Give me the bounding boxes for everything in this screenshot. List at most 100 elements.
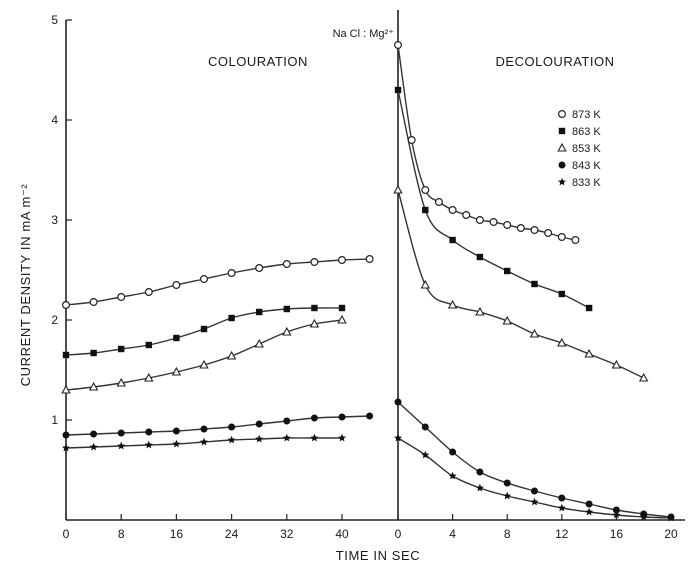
point-colouration-853k-5	[199, 359, 209, 369]
point-colouration-853k-4-shape	[171, 366, 182, 376]
legend-label-873k: 873 K	[572, 109, 601, 121]
point-decolouration-873k-10	[530, 226, 539, 235]
point-colouration-843k-8-shape	[283, 417, 291, 425]
point-decolouration-863k-2-shape	[449, 236, 456, 244]
point-colouration-853k-5-shape	[199, 359, 209, 369]
legend-marker-853k	[557, 142, 567, 152]
point-colouration-843k-7-shape	[255, 420, 263, 428]
point-colouration-853k-7-shape	[254, 338, 264, 348]
point-decolouration-873k-7-shape	[489, 218, 498, 227]
point-colouration-853k-6-shape	[226, 350, 237, 360]
point-decolouration-873k-4-shape	[448, 206, 457, 215]
point-decolouration-873k-1-shape	[407, 136, 416, 145]
point-colouration-833k-3	[144, 440, 153, 449]
legend-marker-833k	[558, 177, 566, 186]
point-decolouration-853k-4	[502, 315, 512, 325]
point-decolouration-853k-1-shape	[420, 279, 431, 289]
point-decolouration-843k-5-shape	[531, 487, 538, 495]
point-colouration-843k-0-shape	[62, 431, 70, 439]
point-decolouration-853k-3-shape	[475, 306, 485, 316]
point-decolouration-833k-5-shape	[530, 497, 539, 506]
point-colouration-873k-0-shape	[61, 301, 70, 310]
y-tick-label-1: 1	[51, 413, 58, 427]
data-points	[61, 40, 675, 522]
point-colouration-873k-7	[255, 264, 264, 273]
point-decolouration-873k-3	[434, 198, 443, 207]
point-decolouration-853k-6-shape	[557, 337, 567, 347]
point-decolouration-843k-3	[476, 468, 484, 476]
point-colouration-863k-10-shape	[338, 304, 346, 312]
point-decolouration-843k-4	[503, 479, 511, 487]
point-decolouration-863k-5	[531, 280, 538, 288]
point-colouration-863k-5	[200, 325, 208, 333]
point-colouration-843k-1-shape	[90, 430, 98, 438]
point-decolouration-833k-5	[530, 497, 539, 506]
point-colouration-863k-4	[173, 334, 180, 342]
point-colouration-853k-7	[254, 338, 264, 348]
point-colouration-843k-9-shape	[310, 414, 318, 422]
point-decolouration-843k-7	[585, 500, 593, 508]
point-decolouration-863k-7-shape	[585, 304, 593, 312]
tick-marks	[65, 19, 672, 520]
x-tick-label-decolouration-0: 0	[395, 527, 402, 541]
point-colouration-843k-9	[310, 414, 318, 422]
point-decolouration-853k-8-shape	[611, 359, 622, 369]
point-decolouration-873k-0	[394, 40, 403, 49]
point-decolouration-843k-6	[558, 494, 566, 502]
y-tick-label-3: 3	[51, 213, 58, 227]
axes	[65, 10, 685, 521]
legend-marker-843k	[558, 161, 566, 169]
x-tick-label-colouration-32: 32	[280, 527, 294, 541]
point-decolouration-833k-4	[503, 491, 512, 500]
point-colouration-873k-0	[61, 301, 70, 310]
point-colouration-853k-9	[309, 318, 320, 328]
curve-decolouration-833k	[397, 437, 672, 519]
point-colouration-843k-3-shape	[145, 428, 153, 436]
point-colouration-853k-6	[226, 350, 237, 360]
point-decolouration-863k-3	[476, 253, 484, 261]
point-colouration-853k-8-shape	[282, 326, 292, 336]
x-tick-label-colouration-40: 40	[335, 527, 349, 541]
legend-marker-863k	[558, 127, 566, 135]
point-colouration-863k-9-shape	[311, 304, 318, 312]
point-colouration-863k-9	[311, 304, 318, 312]
point-colouration-853k-9-shape	[309, 318, 320, 328]
point-colouration-863k-0	[62, 351, 70, 359]
point-colouration-863k-7	[256, 308, 263, 316]
point-decolouration-873k-5-shape	[462, 211, 471, 220]
point-decolouration-833k-1-shape	[421, 450, 430, 459]
panel-title-decolouration: DECOLOURATION	[496, 54, 615, 69]
curve-decolouration-853k	[397, 189, 645, 379]
x-tick-label-decolouration-16: 16	[610, 527, 624, 541]
point-decolouration-863k-4-shape	[504, 267, 511, 275]
point-colouration-863k-7-shape	[256, 308, 263, 316]
point-colouration-863k-3	[145, 341, 152, 349]
point-decolouration-873k-2-shape	[421, 186, 430, 195]
point-colouration-843k-6-shape	[228, 423, 236, 431]
curve-colouration-873k	[65, 258, 370, 306]
y-tick-label-4: 4	[51, 113, 58, 127]
point-colouration-853k-10	[337, 314, 347, 324]
point-colouration-853k-8	[282, 326, 292, 336]
point-decolouration-853k-5	[529, 328, 540, 338]
y-axis-title: CURRENT DENSITY IN mA m⁻²	[18, 184, 33, 387]
point-colouration-833k-0-shape	[62, 443, 70, 452]
point-decolouration-843k-4-shape	[503, 479, 511, 487]
y-tick-label-5: 5	[51, 13, 58, 27]
point-decolouration-833k-9-shape	[639, 512, 648, 521]
point-decolouration-853k-0-shape	[393, 184, 403, 194]
point-colouration-873k-6-shape	[227, 269, 236, 278]
point-decolouration-873k-13	[571, 236, 580, 245]
point-colouration-863k-2	[118, 345, 125, 353]
point-colouration-843k-2	[117, 429, 125, 437]
point-colouration-853k-2-shape	[116, 377, 126, 387]
point-colouration-833k-2	[117, 441, 126, 450]
point-colouration-873k-1	[89, 298, 98, 307]
legend-marker-833k-shape	[558, 177, 566, 186]
point-colouration-843k-11	[366, 412, 374, 420]
point-colouration-833k-4-shape	[172, 439, 181, 448]
point-colouration-833k-7-shape	[255, 434, 264, 443]
point-colouration-873k-5-shape	[200, 275, 209, 284]
point-decolouration-863k-1	[422, 206, 429, 214]
point-decolouration-873k-11	[544, 229, 553, 238]
